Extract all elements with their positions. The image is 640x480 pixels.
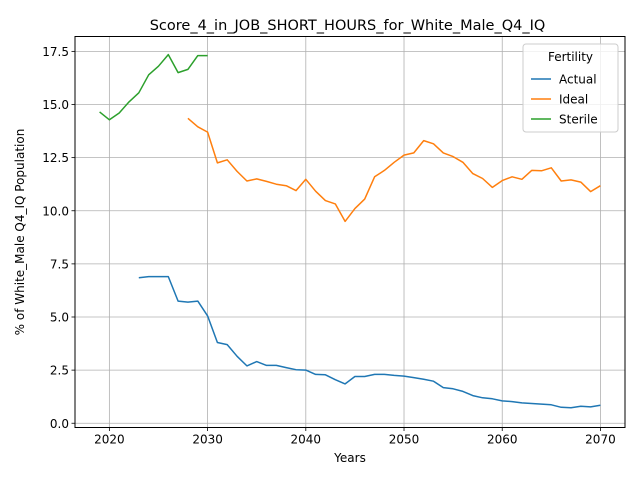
legend-title: Fertility: [548, 50, 593, 64]
x-tick-label: 2020: [94, 433, 125, 447]
y-tick-label: 15.0: [42, 98, 69, 112]
y-axis-label: % of White_Male Q4_IQ Population: [13, 129, 27, 336]
x-axis-label: Years: [333, 451, 366, 465]
y-tick-label: 2.5: [50, 364, 69, 378]
series-line-ideal: [187, 117, 601, 223]
y-tick-label: 7.5: [50, 257, 69, 271]
series-line-sterile: [99, 53, 208, 121]
y-tick-label: 12.5: [42, 151, 69, 165]
x-tick-label: 2030: [192, 433, 223, 447]
x-tick-label: 2070: [585, 433, 616, 447]
x-axis-ticks: 2020 2030 2040 2050 2060 2070: [94, 427, 616, 447]
y-tick-label: 0.0: [50, 417, 69, 431]
plot-frame: [74, 36, 626, 428]
y-tick-label: 10.0: [42, 204, 69, 218]
legend: Fertility Actual Ideal Sterile: [522, 43, 619, 133]
x-tick-label: 2050: [389, 433, 420, 447]
chart-title: Score_4_in_JOB_SHORT_HOURS_for_White_Mal…: [150, 18, 546, 34]
x-tick-label: 2060: [487, 433, 518, 447]
y-tick-label: 17.5: [42, 45, 69, 59]
legend-box: [522, 43, 619, 133]
legend-label-sterile: Sterile: [559, 113, 598, 127]
legend-label-actual: Actual: [559, 73, 597, 87]
legend-label-ideal: Ideal: [559, 93, 588, 107]
x-tick-label: 2040: [291, 433, 322, 447]
series-line-actual: [138, 275, 601, 409]
y-tick-label: 5.0: [50, 311, 69, 325]
series-lines: [99, 53, 601, 409]
y-axis-ticks: 0.0 2.5 5.0 7.5 10.0 12.5 15.0 17.5: [42, 45, 75, 431]
